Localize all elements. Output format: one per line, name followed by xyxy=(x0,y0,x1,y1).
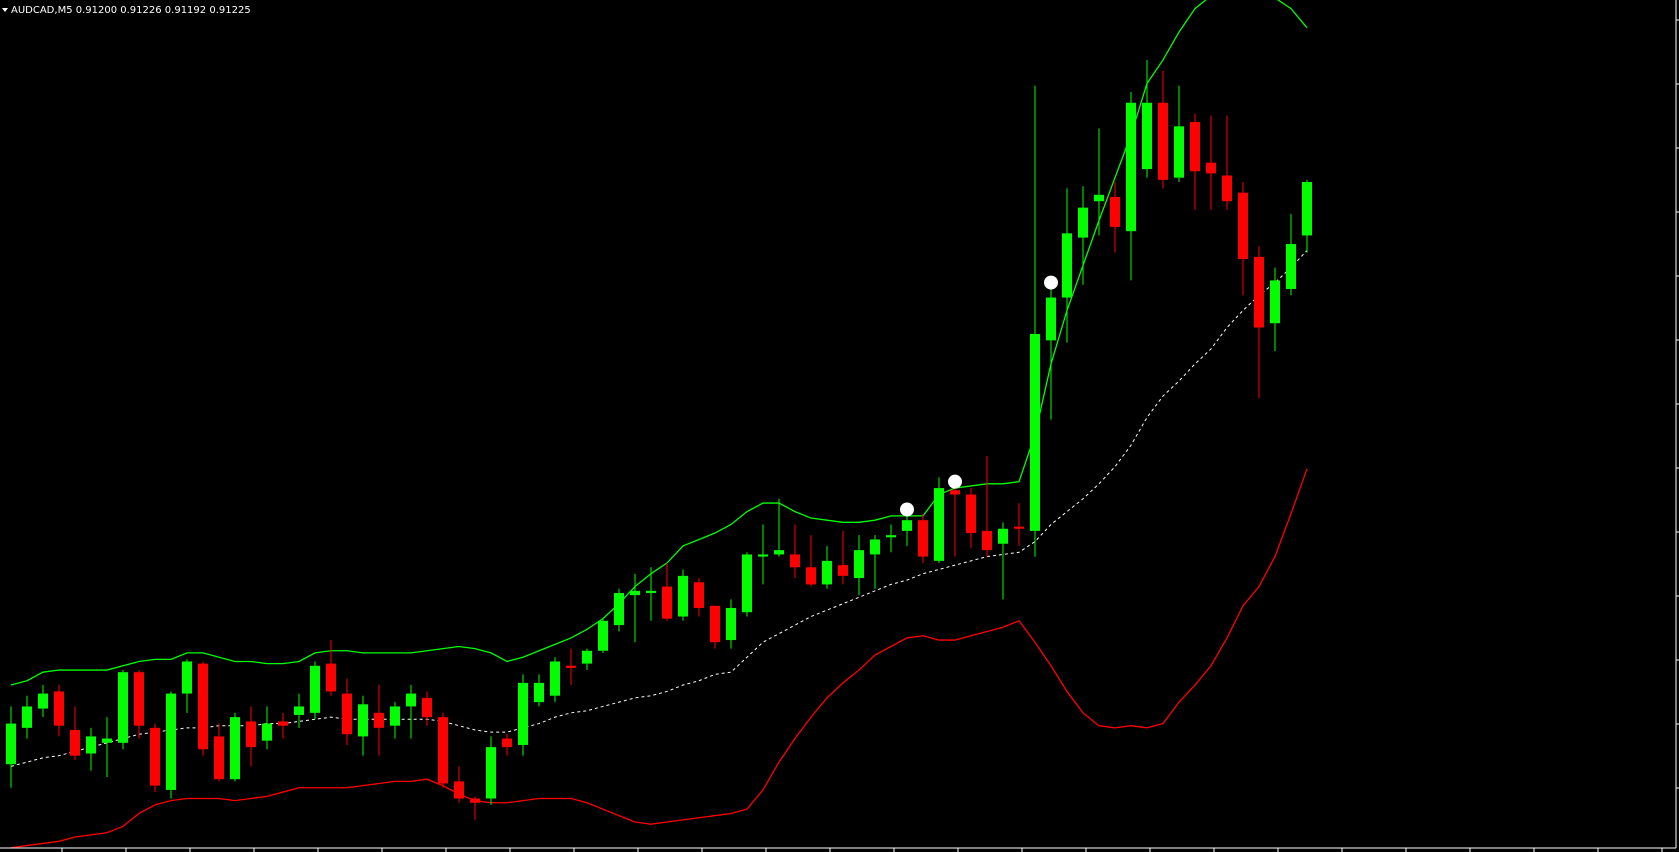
candle-body xyxy=(438,717,448,784)
candle-body xyxy=(310,665,320,713)
candle-body xyxy=(198,663,208,750)
candle-body xyxy=(1062,233,1072,298)
candle-body xyxy=(1270,280,1280,324)
candle-body xyxy=(870,539,880,555)
candle-body xyxy=(1094,194,1104,202)
candle-body xyxy=(982,530,992,551)
candle-body xyxy=(1142,102,1152,170)
candle-body xyxy=(646,590,656,593)
candle-body xyxy=(518,682,528,745)
candle-body xyxy=(742,554,752,613)
candle-body xyxy=(614,592,624,626)
candle-body xyxy=(374,712,384,728)
candle-body xyxy=(662,586,672,619)
candle-body xyxy=(454,781,464,799)
candle-body xyxy=(326,663,336,692)
candle-body xyxy=(1110,196,1120,227)
candle-body xyxy=(1238,192,1248,260)
candle-body xyxy=(214,736,224,780)
candle-body xyxy=(470,798,480,803)
candle-body xyxy=(1222,175,1232,202)
candle-body xyxy=(22,706,32,728)
candle-body xyxy=(182,661,192,694)
candle-body xyxy=(262,723,272,741)
signal-dot xyxy=(900,502,914,517)
candle-body xyxy=(678,575,688,617)
candle-body xyxy=(1030,333,1040,531)
candle-body xyxy=(790,554,800,568)
band-line xyxy=(10,468,1308,848)
candle-body xyxy=(550,661,560,696)
signal-dot xyxy=(948,474,962,489)
candle-body xyxy=(838,565,848,576)
candle-body xyxy=(102,738,112,743)
candle-body xyxy=(1254,256,1264,328)
candle-body xyxy=(918,520,928,557)
candle-body xyxy=(166,693,176,790)
candle-body xyxy=(998,528,1008,544)
candle-body xyxy=(710,605,720,643)
candle-body xyxy=(86,736,96,754)
candle-body xyxy=(6,723,16,765)
signal-dot xyxy=(1044,275,1058,290)
candle-body xyxy=(502,738,512,748)
candle-body xyxy=(246,721,256,748)
candle-body xyxy=(118,672,128,743)
candle-body xyxy=(70,729,80,756)
candle-body xyxy=(582,650,592,664)
candle-body xyxy=(902,520,912,531)
candle-body xyxy=(406,693,416,707)
candle-body xyxy=(726,607,736,641)
chart-title: AUDCAD,M5 0.91200 0.91226 0.91192 0.9122… xyxy=(11,5,251,16)
candle-body xyxy=(278,721,288,726)
candle-body xyxy=(1206,162,1216,174)
candle-body xyxy=(38,693,48,709)
candle-body xyxy=(486,747,496,799)
candle-body xyxy=(134,672,144,726)
candle-body xyxy=(822,560,832,585)
band-line xyxy=(10,250,1308,767)
candle-body xyxy=(886,535,896,538)
candle-body xyxy=(294,706,304,715)
candle-body xyxy=(150,727,160,786)
candle-body xyxy=(950,490,960,495)
candle-body xyxy=(1286,244,1296,289)
candle-body xyxy=(630,590,640,596)
candle-body xyxy=(598,620,608,651)
candle-body xyxy=(774,550,784,555)
candle-body xyxy=(342,693,352,735)
candle-body xyxy=(1014,526,1024,529)
candle-body xyxy=(966,494,976,534)
candle-body xyxy=(1078,207,1088,238)
candle-body xyxy=(1174,126,1184,178)
candle-body xyxy=(230,717,240,780)
candle-body xyxy=(758,554,768,557)
candle-body xyxy=(358,704,368,737)
candle-body xyxy=(934,488,944,561)
candle-body xyxy=(534,682,544,703)
candle-body xyxy=(1046,297,1056,341)
candle-body xyxy=(1190,122,1200,172)
candle-body xyxy=(422,697,432,718)
band-line xyxy=(10,0,1308,686)
candle-body xyxy=(390,706,400,726)
plot-area xyxy=(6,0,1312,848)
candle-body xyxy=(1126,102,1136,232)
candle-body xyxy=(1302,181,1312,236)
candle-body xyxy=(694,582,704,608)
candle-body xyxy=(854,550,864,578)
candle-body xyxy=(566,665,576,668)
candle-body xyxy=(1158,102,1168,180)
candle-body xyxy=(54,691,64,726)
menu-triangle xyxy=(2,8,8,12)
candle-body xyxy=(806,567,816,585)
